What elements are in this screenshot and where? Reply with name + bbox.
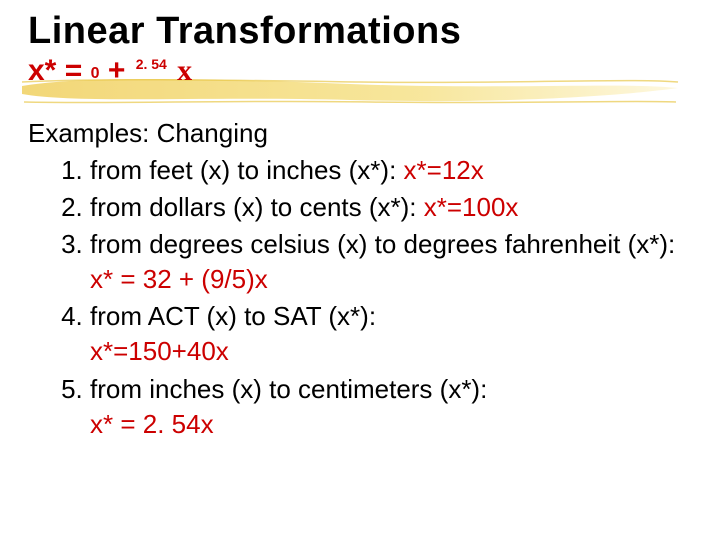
item-text: from ACT (x) to SAT (x*): [90, 301, 376, 331]
formula-x: x [177, 54, 192, 87]
list-item: from ACT (x) to SAT (x*): x*=150+40x [90, 299, 692, 369]
slide: Linear Transformations x* = 0 + 2. 54 x … [0, 0, 720, 540]
examples-lead: Examples: Changing [28, 116, 692, 151]
item-formula: x*=100x [424, 192, 519, 222]
slide-body: Examples: Changing from feet (x) to inch… [28, 116, 692, 442]
item-formula: x*=150+40x [90, 336, 229, 366]
examples-list: from feet (x) to inches (x*): x*=12x fro… [28, 153, 692, 442]
slide-formula: x* = 0 + 2. 54 x [28, 54, 692, 88]
list-item: from degrees celsius (x) to degrees fahr… [90, 227, 692, 297]
slide-title: Linear Transformations [28, 12, 692, 52]
item-text: from degrees celsius (x) to degrees fahr… [90, 229, 675, 259]
formula-plus: + [108, 54, 126, 87]
item-formula: x* = 32 + (9/5)x [90, 264, 268, 294]
item-text: from dollars (x) to cents (x*): [90, 192, 424, 222]
formula-lhs: x* = [28, 54, 82, 87]
item-text: from feet (x) to inches (x*): [90, 155, 404, 185]
list-item: from inches (x) to centimeters (x*): x* … [90, 372, 692, 442]
list-item: from dollars (x) to cents (x*): x*=100x [90, 190, 692, 225]
item-formula: x*=12x [404, 155, 484, 185]
formula-b: 2. 54 [134, 56, 169, 72]
formula-a: 0 [91, 65, 100, 82]
list-item: from feet (x) to inches (x*): x*=12x [90, 153, 692, 188]
item-formula: x* = 2. 54x [90, 409, 214, 439]
item-text: from inches (x) to centimeters (x*): [90, 374, 487, 404]
